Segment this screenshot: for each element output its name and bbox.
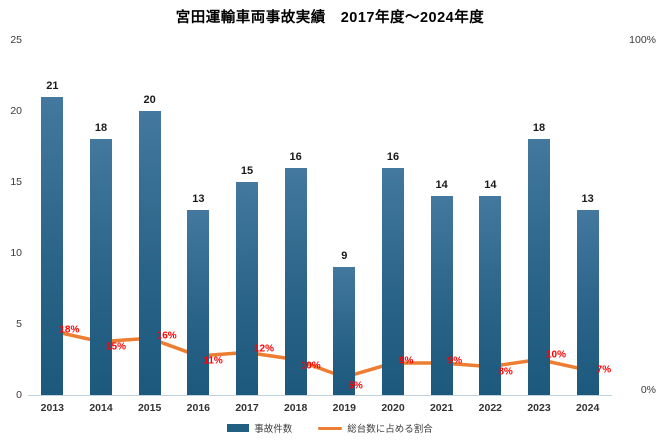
percent-label: 12% bbox=[254, 343, 275, 355]
bar-value-label: 21 bbox=[46, 79, 59, 92]
bar-2022 bbox=[479, 196, 502, 395]
percent-label: 10% bbox=[546, 349, 567, 360]
y-tick-label: 10 bbox=[10, 247, 22, 259]
bar-2024 bbox=[576, 210, 599, 395]
y-tick-label: 25 bbox=[10, 34, 22, 46]
bar-2021 bbox=[430, 196, 453, 395]
right-axis-min-label: 0% bbox=[640, 384, 656, 396]
y-tick-label: 20 bbox=[10, 105, 22, 117]
percent-label: 8% bbox=[498, 366, 513, 378]
bar-2023 bbox=[528, 139, 550, 395]
percent-label: 18% bbox=[59, 324, 80, 336]
y-tick-label: 15 bbox=[10, 176, 22, 188]
percent-label: 9% bbox=[447, 355, 463, 367]
bar-value-label: 14 bbox=[435, 179, 448, 192]
x-tick-label: 2021 bbox=[429, 402, 454, 414]
bar-value-label: 9 bbox=[341, 250, 348, 263]
bar-series-swatch bbox=[227, 424, 250, 432]
chart-title: 宮田運輸車両事故実績 2017年度～2024年度 bbox=[175, 10, 485, 26]
percent-label: 15% bbox=[106, 341, 127, 353]
y-tick-label: 0 bbox=[16, 389, 22, 401]
bar-value-label: 14 bbox=[484, 179, 497, 192]
x-tick-label: 2016 bbox=[186, 402, 210, 414]
legend-item-bars: 事故件数 bbox=[227, 421, 292, 435]
legend-item-line: 総台数に占める割合 bbox=[318, 421, 433, 435]
x-tick-label: 2023 bbox=[527, 402, 551, 414]
right-axis-max-label: 100% bbox=[629, 34, 656, 46]
x-axis-line bbox=[28, 395, 612, 396]
percent-label: 7% bbox=[596, 364, 612, 376]
bar-2019 bbox=[333, 267, 356, 395]
bar-2014 bbox=[90, 139, 112, 395]
bar-value-label: 20 bbox=[143, 94, 156, 106]
line-series-swatch bbox=[318, 426, 343, 430]
bar-2013 bbox=[41, 96, 64, 395]
bar-value-label: 13 bbox=[581, 193, 594, 206]
bar-2015 bbox=[138, 111, 161, 395]
percent-label: 16% bbox=[156, 330, 177, 342]
percent-label: 5% bbox=[348, 380, 363, 392]
legend-line-label: 総台数に占める割合 bbox=[347, 424, 433, 435]
x-tick-label: 2020 bbox=[381, 402, 405, 414]
percent-label: 10% bbox=[300, 360, 321, 371]
bar-value-label: 16 bbox=[289, 150, 302, 163]
bar-2018 bbox=[284, 167, 307, 395]
bar-value-label: 16 bbox=[386, 150, 400, 163]
bar-value-label: 18 bbox=[94, 122, 108, 135]
bar-2020 bbox=[382, 167, 404, 395]
x-tick-label: 2019 bbox=[332, 402, 356, 414]
x-tick-label: 2018 bbox=[283, 402, 308, 414]
bar-value-label: 15 bbox=[240, 165, 254, 177]
x-tick-label: 2017 bbox=[235, 402, 259, 414]
y-tick-label: 5 bbox=[16, 318, 22, 330]
percent-label: 9% bbox=[399, 355, 414, 367]
x-tick-label: 2022 bbox=[478, 402, 502, 414]
x-tick-label: 2013 bbox=[40, 402, 64, 414]
legend-bar-label: 事故件数 bbox=[254, 424, 293, 435]
bar-value-label: 13 bbox=[192, 193, 205, 206]
x-tick-label: 2014 bbox=[89, 402, 113, 414]
x-tick-label: 2015 bbox=[137, 402, 162, 414]
bar-2017 bbox=[236, 182, 258, 395]
bar-2016 bbox=[187, 210, 210, 395]
x-tick-label: 2024 bbox=[575, 402, 600, 414]
percent-label: 11% bbox=[203, 355, 223, 367]
bar-value-label: 18 bbox=[532, 122, 546, 135]
legend: 事故件数 総台数に占める割合 bbox=[0, 421, 660, 435]
